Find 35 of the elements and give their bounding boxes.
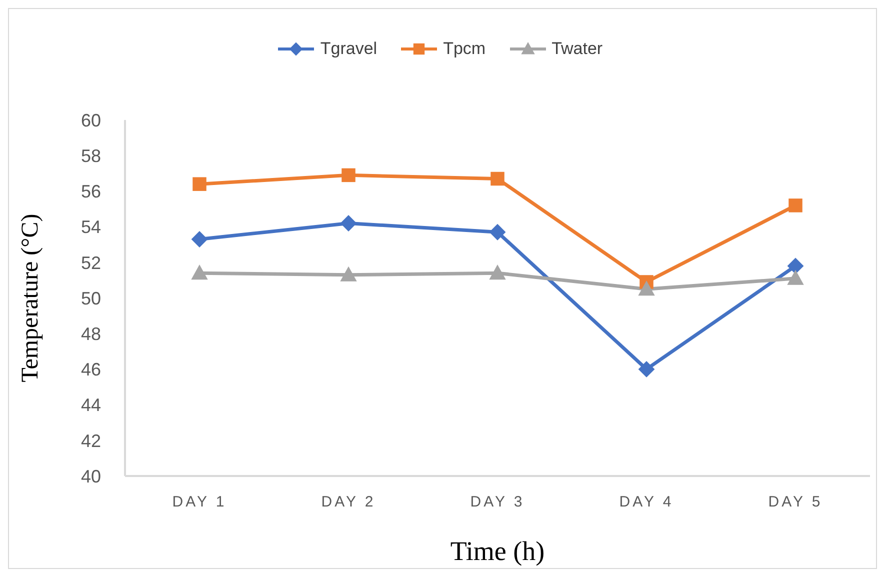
y-tick-label: 50 <box>80 288 101 308</box>
x-axis-title: Time (h) <box>450 536 545 566</box>
point <box>192 265 208 280</box>
point <box>490 172 504 186</box>
point <box>490 265 506 280</box>
x-tick-label: DAY 2 <box>321 494 376 511</box>
point <box>638 281 654 296</box>
point <box>340 215 356 232</box>
y-tick-label: 52 <box>80 252 101 273</box>
y-tick-label: 40 <box>80 466 101 486</box>
y-tick-label: 46 <box>80 360 101 380</box>
point <box>342 168 356 182</box>
y-tick-label: 54 <box>80 217 101 238</box>
point <box>788 258 804 274</box>
point <box>638 361 654 378</box>
point <box>490 224 506 240</box>
y-axis-title: Temperature (°C) <box>18 214 44 382</box>
point <box>192 177 206 191</box>
y-tick-label: 42 <box>80 430 101 451</box>
x-tick-label: DAY 3 <box>470 494 525 511</box>
legend-label: Twater <box>552 39 603 59</box>
point <box>788 270 804 285</box>
y-tick-label: 60 <box>80 110 101 130</box>
x-tick-label: DAY 1 <box>172 494 227 511</box>
y-tick-label: 58 <box>80 146 101 166</box>
point <box>340 266 356 282</box>
x-tick-label: DAY 4 <box>619 494 674 511</box>
legend-label: Tpcm <box>443 39 486 59</box>
legend-label: Tgravel <box>320 39 378 59</box>
y-tick-label: 48 <box>80 324 101 344</box>
y-tick-label: 56 <box>80 182 101 202</box>
point <box>788 198 802 212</box>
point <box>192 231 208 248</box>
x-tick-label: DAY 5 <box>768 494 823 511</box>
y-tick-label: 44 <box>80 395 101 416</box>
